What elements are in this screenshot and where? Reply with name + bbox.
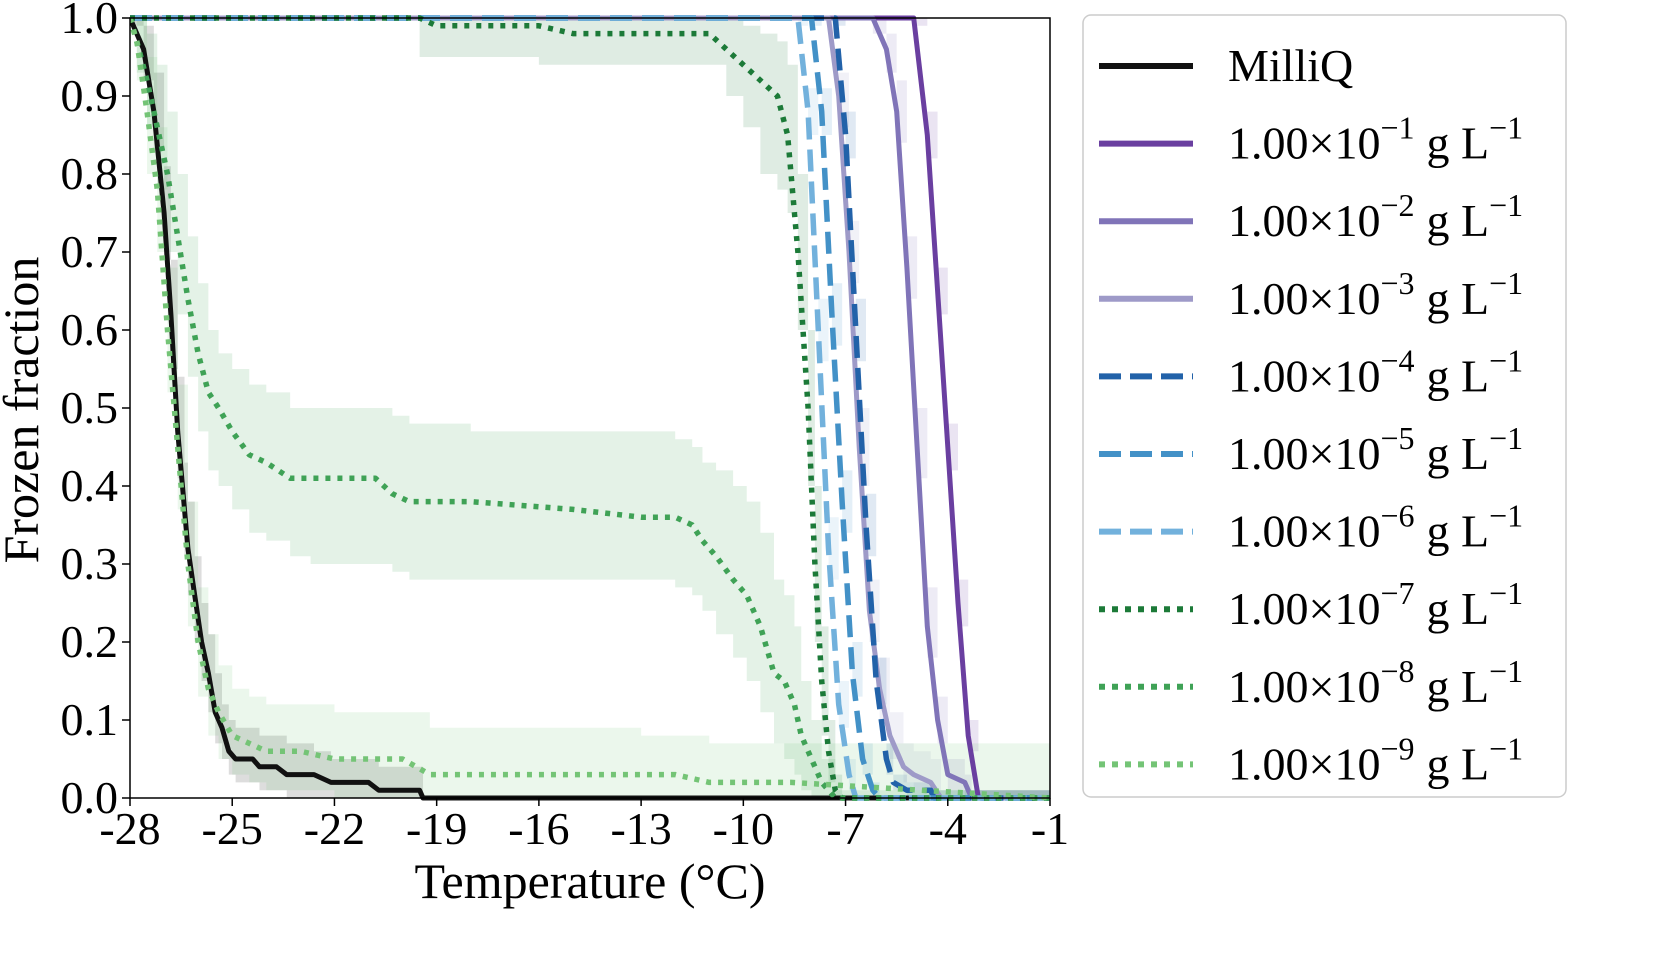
legend-label-1-00-10-em1: 1.00×10−1 g L−1 bbox=[1228, 110, 1523, 169]
legend-label-milliq: MilliQ bbox=[1228, 40, 1353, 91]
series-line-1-00-10-em8 bbox=[130, 17, 1050, 801]
x-axis-label: Temperature (°C) bbox=[414, 853, 765, 909]
series-lines bbox=[130, 15, 1050, 801]
band-1-00-10-em3 bbox=[130, 18, 1050, 798]
legend-label-1-00-10-em5: 1.00×10−5 g L−1 bbox=[1228, 420, 1523, 479]
y-axis-label: Frozen fraction bbox=[0, 257, 49, 564]
y-tick-label: 1.0 bbox=[61, 0, 119, 43]
x-tick-label: -7 bbox=[826, 803, 864, 854]
series-line-1-00-10-em4 bbox=[130, 15, 1050, 801]
legend-label-1-00-10-em2: 1.00×10−2 g L−1 bbox=[1228, 187, 1523, 246]
x-tick-label: -19 bbox=[406, 803, 467, 854]
series-line-1-00-10-em2 bbox=[130, 15, 1050, 801]
y-tick-label: 0.2 bbox=[61, 616, 119, 667]
legend-label-1-00-10-em3: 1.00×10−3 g L−1 bbox=[1228, 265, 1523, 324]
y-tick-label: 0.9 bbox=[61, 70, 119, 121]
series-line-1-00-10-em6 bbox=[130, 15, 1050, 801]
series-line-1-00-10-em7 bbox=[130, 15, 1050, 801]
x-tick-label: -1 bbox=[1031, 803, 1069, 854]
band-1-00-10-em7 bbox=[130, 18, 1050, 798]
y-tick-label: 0.6 bbox=[61, 304, 119, 355]
legend-box bbox=[1082, 14, 1567, 798]
series-line-1-00-10-em1 bbox=[130, 15, 1050, 801]
legend-label-1-00-10-em4: 1.00×10−4 g L−1 bbox=[1228, 342, 1523, 401]
y-tick-label: 0.8 bbox=[61, 148, 119, 199]
x-tick-label: -13 bbox=[610, 803, 671, 854]
legend-label-1-00-10-em6: 1.00×10−6 g L−1 bbox=[1228, 498, 1523, 557]
x-tick-label: -16 bbox=[508, 803, 569, 854]
y-tick-label: 0.5 bbox=[61, 382, 119, 433]
y-tick-label: 0.7 bbox=[61, 226, 119, 277]
y-tick-label: 0.1 bbox=[61, 694, 119, 745]
x-tick-label: -4 bbox=[929, 803, 967, 854]
x-tick-label: -10 bbox=[713, 803, 774, 854]
y-tick-label: 0.0 bbox=[61, 772, 119, 823]
y-axis: 0.0 0.1 0.2 0.3 0.4 0.5 0.6 0.7 0.8 0.9 1.0 bbox=[61, 0, 130, 823]
x-tick-label: -25 bbox=[202, 803, 263, 854]
series-line-milliq bbox=[130, 17, 1050, 801]
series-line-1-00-10-em9 bbox=[130, 17, 1050, 801]
legend-label-1-00-10-em8: 1.00×10−8 g L−1 bbox=[1228, 653, 1523, 712]
y-tick-label: 0.3 bbox=[61, 538, 119, 589]
y-tick-label: 0.4 bbox=[61, 460, 119, 511]
series-line-1-00-10-em5 bbox=[130, 15, 1050, 801]
legend-label-1-00-10-em9: 1.00×10−9 g L−1 bbox=[1228, 730, 1523, 789]
x-axis: -28 -25 -22 -19 -16 -13 -10 -7 -4 -1 bbox=[99, 798, 1069, 854]
legend-label-1-00-10-em7: 1.00×10−7 g L−1 bbox=[1228, 575, 1523, 634]
x-tick-label: -28 bbox=[99, 803, 160, 854]
x-tick-label: -22 bbox=[304, 803, 365, 854]
legend: MilliQ 1.00×10−1 g L−1 1.00×10−2 g L−1 1.00×1… bbox=[1082, 14, 1567, 798]
band-1-00-10-em8 bbox=[130, 18, 1050, 798]
confidence-bands bbox=[130, 18, 1050, 798]
